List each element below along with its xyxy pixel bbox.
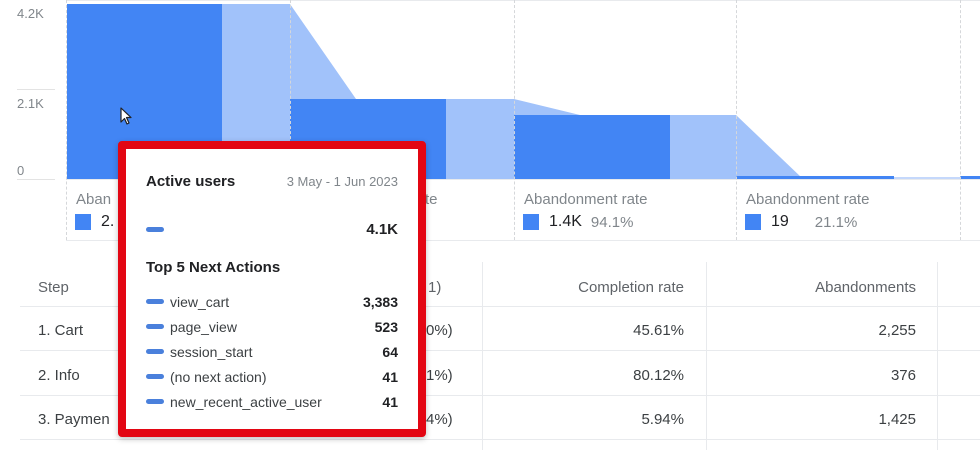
- action-label: page_view: [170, 318, 237, 335]
- step-divider: [290, 0, 291, 240]
- cell-abandonments: 376: [890, 367, 916, 384]
- cell-step: 1. Cart: [38, 322, 84, 339]
- cell-active-users: 1%): [426, 367, 453, 384]
- cell-active-users: 0%): [426, 322, 453, 339]
- column-header-active-users[interactable]: 1): [428, 279, 442, 296]
- cell-step: 3. Paymen: [38, 411, 110, 428]
- row-divider: [20, 306, 980, 307]
- bar-step-5[interactable]: [960, 176, 980, 180]
- list-item: page_view 523: [146, 314, 398, 339]
- step-divider: [66, 0, 67, 240]
- list-item: view_cart 3,383: [146, 289, 398, 314]
- list-item: session_start 64: [146, 339, 398, 364]
- cell-completion-rate: 45.61%: [633, 322, 684, 339]
- tooltip-main-value: 4.1K: [366, 220, 398, 238]
- x-axis-baseline: [66, 179, 980, 180]
- chart-top-border: [66, 0, 980, 1]
- legend-title: Abandonment rate: [746, 191, 870, 208]
- tooltip-section-title: Top 5 Next Actions: [146, 259, 281, 276]
- y-gridline: [17, 89, 55, 90]
- step-divider: [960, 0, 961, 240]
- cell-completion-rate: 5.94%: [641, 411, 684, 428]
- legend-swatch-icon: [745, 214, 761, 230]
- abandonment-legend-step-4: Abandonment rate 19 21.1%: [736, 180, 960, 240]
- legend-value: 1.4K: [549, 213, 582, 230]
- chart-bottom-border: [66, 240, 980, 241]
- row-divider: [20, 395, 980, 396]
- column-divider: [706, 262, 707, 450]
- row-divider: [20, 439, 980, 440]
- y-tick-label: 0: [17, 163, 25, 178]
- legend-swatch-icon: [75, 214, 91, 230]
- action-label: session_start: [170, 343, 253, 360]
- column-divider: [937, 262, 938, 450]
- column-header-completion-rate[interactable]: Completion rate: [578, 279, 684, 296]
- legend-value: 2.: [101, 213, 115, 230]
- list-item: (no next action) 41: [146, 364, 398, 389]
- series-dash-icon: [146, 399, 164, 404]
- cell-active-users: 4%): [426, 411, 453, 428]
- column-header-step[interactable]: Step: [38, 279, 69, 296]
- active-users-tooltip: Active users 3 May - 1 Jun 2023 4.1K Top…: [118, 141, 426, 437]
- cell-step: 2. Info: [38, 367, 80, 384]
- abandonment-legend-step-1: Aban 2.: [66, 180, 290, 240]
- cell-abandonments: 1,425: [878, 411, 916, 428]
- action-value: 64: [382, 343, 398, 360]
- bar-step-3[interactable]: [514, 115, 670, 180]
- mouse-pointer-icon: [120, 107, 132, 125]
- bar-step-4[interactable]: [736, 176, 894, 180]
- tooltip-main-row: 4.1K: [146, 219, 398, 239]
- series-dash-icon: [146, 324, 164, 329]
- legend-percent: 21.1%: [814, 213, 858, 231]
- action-label: view_cart: [170, 293, 230, 310]
- legend-swatch-icon: [523, 214, 539, 230]
- series-dash-icon: [146, 349, 164, 354]
- step-divider: [736, 0, 737, 240]
- action-value: 41: [382, 393, 398, 410]
- tooltip-date-range: 3 May - 1 Jun 2023: [286, 174, 398, 189]
- tooltip-title: Active users: [146, 173, 236, 190]
- row-divider: [20, 350, 980, 351]
- list-item: new_recent_active_user 41: [146, 389, 398, 414]
- abandonment-legend-step-3: Abandonment rate 1.4K 94.1%: [514, 180, 736, 240]
- series-dash-icon: [146, 226, 164, 232]
- legend-title: te: [425, 191, 438, 208]
- abandonment-legend-step-2: te: [290, 180, 514, 240]
- y-tick-label: 2.1K: [17, 96, 44, 111]
- action-value: 3,383: [362, 293, 398, 310]
- action-label: new_recent_active_user: [170, 393, 322, 410]
- action-label: (no next action): [170, 368, 267, 385]
- y-gridline: [17, 179, 55, 180]
- cell-abandonments: 2,255: [878, 322, 916, 339]
- action-value: 41: [382, 368, 398, 385]
- y-tick-label: 4.2K: [17, 6, 44, 21]
- series-dash-icon: [146, 374, 164, 379]
- cell-completion-rate: 80.12%: [633, 367, 684, 384]
- legend-percent: 94.1%: [590, 213, 634, 231]
- step-divider: [514, 0, 515, 240]
- next-actions-list: view_cart 3,383 page_view 523 session_st…: [146, 289, 398, 414]
- legend-value: 19: [771, 213, 789, 230]
- series-dash-icon: [146, 299, 164, 304]
- legend-title: Abandonment rate: [524, 191, 648, 208]
- column-divider: [482, 262, 483, 450]
- action-value: 523: [374, 318, 398, 335]
- column-header-abandonments[interactable]: Abandonments: [815, 279, 916, 296]
- legend-title: Aban: [76, 191, 112, 208]
